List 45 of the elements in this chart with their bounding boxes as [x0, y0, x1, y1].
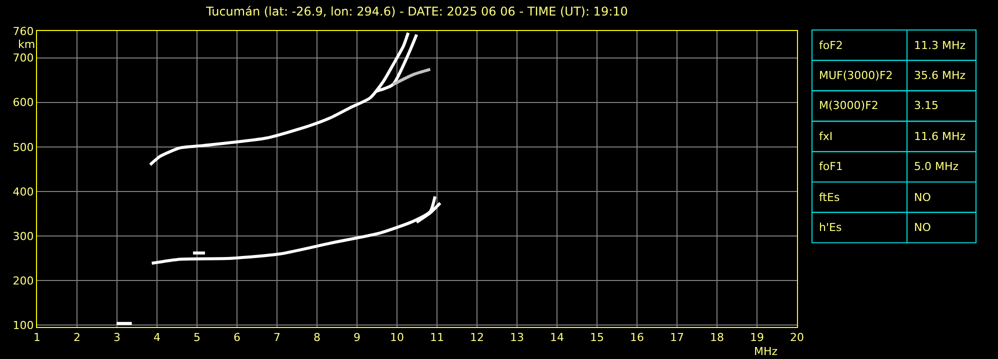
x-tick-label: 4	[154, 331, 160, 344]
y-tick-label: 100	[12, 319, 34, 332]
x-tick-label: 5	[194, 331, 200, 344]
x-tick-label: 1	[34, 331, 40, 344]
y-axis-title: km	[18, 38, 36, 51]
x-tick-label: 15	[590, 331, 604, 344]
y-tick-label: 400	[12, 185, 34, 198]
y-tick-label: 600	[12, 96, 34, 110]
x-tick-label: 17	[670, 331, 684, 344]
text: h'Es	[819, 221, 842, 234]
x-tick-label: 2	[74, 331, 80, 344]
x-tick-label: 11	[430, 331, 444, 344]
y-tick-label: 500	[12, 140, 34, 154]
y-tick-label: 700	[12, 52, 34, 65]
x-tick-label: 20	[790, 331, 804, 344]
text: ftEs	[819, 191, 840, 204]
text: NO	[914, 221, 932, 234]
y-tick-label: 200	[12, 274, 34, 288]
x-tick-label: 18	[710, 331, 724, 344]
x-tick-label: 3	[114, 331, 120, 344]
chart-title: Tucumán (lat: -26.9, lon: 294.6) - DATE: 2025 06 06 - TIME (UT): 19:10	[205, 4, 628, 18]
x-tick-label: 6	[234, 331, 240, 344]
x-tick-label: 16	[630, 331, 644, 344]
text: 35.6 MHz	[914, 69, 966, 82]
text: 3.15	[914, 99, 938, 112]
y-tick-label: 760	[12, 24, 34, 38]
x-tick-label: 14	[550, 331, 564, 344]
text: MUF(3000)F2	[819, 69, 893, 82]
text: 11.3 MHz	[914, 39, 966, 52]
text: M(3000)F2	[819, 99, 878, 112]
x-tick-label: 12	[470, 331, 484, 344]
x-tick-label: 13	[510, 331, 524, 344]
text: 11.6 MHz	[914, 130, 966, 143]
text: NO	[914, 191, 932, 204]
x-tick-label: 10	[390, 331, 404, 344]
text: foF1	[819, 160, 843, 173]
x-tick-label: 9	[354, 331, 360, 344]
x-axis-title: MHz	[754, 345, 778, 358]
x-tick-label: 7	[274, 331, 280, 344]
text: foF2	[819, 39, 843, 52]
text: 5.0 MHz	[914, 160, 959, 173]
y-tick-label: 300	[12, 230, 34, 243]
x-tick-label: 8	[314, 331, 320, 344]
x-tick-label: 19	[750, 331, 764, 344]
text: fxI	[819, 130, 833, 143]
